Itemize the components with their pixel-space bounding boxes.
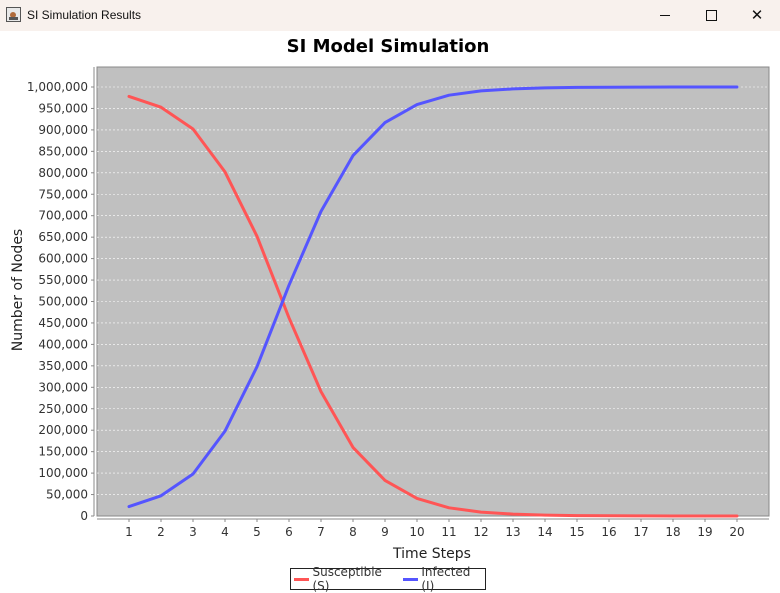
- x-tick-label: 1: [125, 525, 133, 539]
- grid-lines: [97, 86, 769, 495]
- x-axis: 1 2 3 4 5 6 7 8 9 10 11 12 13 14 15 16 17 18 19 20: [97, 518, 769, 539]
- y-tick-label: 400,000: [38, 337, 88, 351]
- y-tick-label: 0: [80, 509, 88, 523]
- x-tick-label: 3: [189, 525, 197, 539]
- x-tick-label: 15: [569, 525, 584, 539]
- y-tick-label: 200,000: [38, 423, 88, 437]
- y-tick-label: 150,000: [38, 445, 88, 459]
- x-tick-label: 10: [409, 525, 424, 539]
- x-tick-label: 20: [729, 525, 744, 539]
- y-tick-label: 350,000: [38, 359, 88, 373]
- y-tick-label: 50,000: [46, 488, 88, 502]
- x-tick-label: 17: [633, 525, 648, 539]
- legend-swatch-susceptible: [294, 577, 310, 581]
- y-tick-label: 250,000: [38, 402, 88, 416]
- y-axis-label: Number of Nodes: [10, 229, 26, 351]
- x-tick-label: 14: [537, 525, 552, 539]
- x-tick-label: 2: [157, 525, 165, 539]
- y-tick-label: 300,000: [38, 380, 88, 394]
- y-tick-label: 750,000: [38, 187, 88, 201]
- legend-swatch-infected: [402, 577, 419, 581]
- maximize-button[interactable]: [688, 0, 734, 31]
- series-line-susceptible: [127, 94, 739, 518]
- window-title: SI Simulation Results: [27, 8, 142, 22]
- close-icon: ✕: [750, 6, 764, 24]
- y-tick-label: 700,000: [38, 209, 88, 223]
- y-tick-label: 650,000: [38, 230, 88, 244]
- close-button[interactable]: ✕: [734, 0, 780, 31]
- y-tick-label: 450,000: [38, 316, 88, 330]
- y-tick-label: 500,000: [38, 295, 88, 309]
- x-tick-label: 7: [317, 525, 325, 539]
- line-chart: SI Model Simulation 0 50,000 100,000 150,00…: [10, 36, 770, 562]
- window-titlebar[interactable]: SI Simulation Results ✕: [0, 0, 780, 31]
- app-icon: [6, 7, 21, 22]
- x-tick-label: 9: [381, 525, 389, 539]
- x-tick-label: 19: [697, 525, 712, 539]
- y-tick-label: 850,000: [38, 144, 88, 158]
- chart-title: SI Model Simulation: [287, 36, 490, 57]
- series-line-infected: [127, 85, 739, 509]
- y-tick-label: 100,000: [38, 466, 88, 480]
- y-tick-label: 900,000: [38, 123, 88, 137]
- x-tick-label: 4: [221, 525, 229, 539]
- x-tick-label: 12: [473, 525, 488, 539]
- chart-legend: Susceptible (S) Infected (I): [290, 565, 486, 593]
- minimize-button[interactable]: [642, 0, 688, 31]
- x-tick-label: 16: [601, 525, 616, 539]
- y-tick-label: 800,000: [38, 166, 88, 180]
- y-tick-label: 600,000: [38, 252, 88, 266]
- x-tick-label: 5: [253, 525, 261, 539]
- x-tick-label: 6: [285, 525, 293, 539]
- x-tick-label: 18: [665, 525, 680, 539]
- maximize-icon: [705, 10, 717, 21]
- series-lines: [127, 85, 739, 518]
- x-axis-label: Time Steps: [392, 546, 471, 562]
- y-tick-label: 1,000,000: [27, 80, 88, 94]
- y-tick-label: 950,000: [38, 101, 88, 115]
- x-tick-label: 13: [505, 525, 520, 539]
- chart-panel: SI Model Simulation 0 50,000 100,000 150,00…: [0, 31, 780, 589]
- y-tick-label: 550,000: [38, 273, 88, 287]
- x-tick-label: 11: [441, 525, 456, 539]
- plot-background: [96, 66, 770, 517]
- minimize-icon: [660, 15, 670, 16]
- x-tick-label: 8: [349, 525, 357, 539]
- y-axis: 0 50,000 100,000 150,000 200,000 250,000 300,0…: [27, 67, 95, 523]
